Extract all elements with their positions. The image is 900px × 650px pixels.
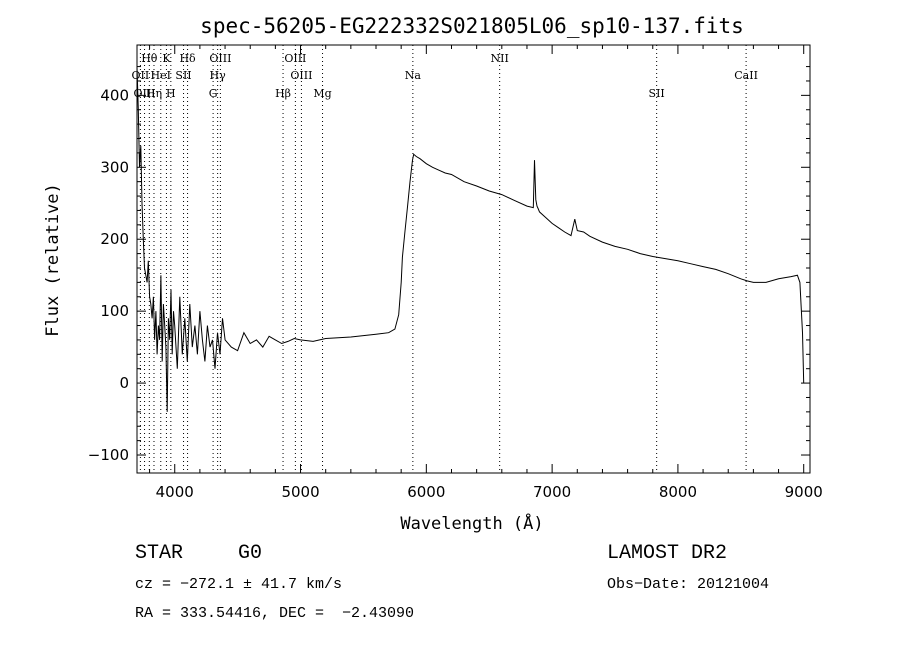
marker-label-7: HeI (151, 69, 171, 82)
marker-label-4: OIII (284, 52, 306, 65)
x-tick-label-4: 8000 (659, 483, 697, 501)
x-axis-label: Wavelength (Å) (400, 512, 543, 534)
marker-label-2: Hδ (179, 52, 196, 65)
x-tick-label-0: 4000 (156, 483, 194, 501)
marker-label-16: G (209, 87, 218, 100)
y-tick-label-3: 200 (100, 230, 129, 248)
y-tick-label-2: 100 (100, 302, 129, 320)
marker-label-0: Hθ (141, 52, 158, 65)
obs-date: Obs−Date: 20121004 (607, 576, 770, 593)
marker-label-19: SII (649, 87, 665, 100)
marker-label-6: OII (132, 69, 150, 82)
marker-label-11: Na (405, 69, 422, 82)
marker-label-13: OIII (134, 87, 156, 100)
y-tick-label-0: −100 (88, 446, 129, 464)
spectrum-line (136, 66, 805, 412)
marker-label-10: OIII (290, 69, 312, 82)
marker-label-18: Mg (313, 87, 331, 100)
marker-label-1: K (162, 52, 171, 65)
redshift-info: cz = −272.1 ± 41.7 km/s (135, 576, 343, 593)
marker-label-9: Hγ (210, 69, 227, 82)
x-tick-label-3: 7000 (533, 483, 571, 501)
marker-label-17: Hβ (275, 87, 291, 100)
y-tick-label-1: 0 (119, 374, 129, 392)
marker-label-12: CaII (734, 69, 758, 82)
survey-name: LAMOST DR2 (607, 542, 728, 565)
marker-label-3: OIII (209, 52, 231, 65)
marker-label-14: Hη (146, 87, 162, 100)
axis-ticks: 4000 5000 6000 7000 8000 9000 −100 0 100 200 300 40… (88, 45, 823, 501)
x-tick-label-1: 5000 (281, 483, 319, 501)
marker-label-5: NII (491, 52, 509, 65)
y-axis-label: Flux (relative) (43, 183, 63, 337)
chart-title: spec-56205-EG222332S021805L06_sp10-137.f… (200, 14, 744, 38)
marker-label-15: H (166, 87, 176, 100)
plot-frame (136, 44, 811, 474)
object-subclass: G0 (238, 542, 263, 565)
x-tick-label-2: 6000 (407, 483, 445, 501)
line-markers: Hθ K Hδ OIII OIII NII OII HeI SII Hγ OIII Na CaII OII… (132, 45, 758, 473)
marker-label-8: SII (175, 69, 191, 82)
y-tick-label-4: 300 (100, 158, 129, 176)
coordinates: RA = 333.54416, DEC = −2.43090 (135, 605, 415, 622)
y-tick-label-5: 400 (100, 86, 129, 104)
x-tick-label-5: 9000 (785, 483, 823, 501)
object-class: STAR (135, 542, 184, 565)
